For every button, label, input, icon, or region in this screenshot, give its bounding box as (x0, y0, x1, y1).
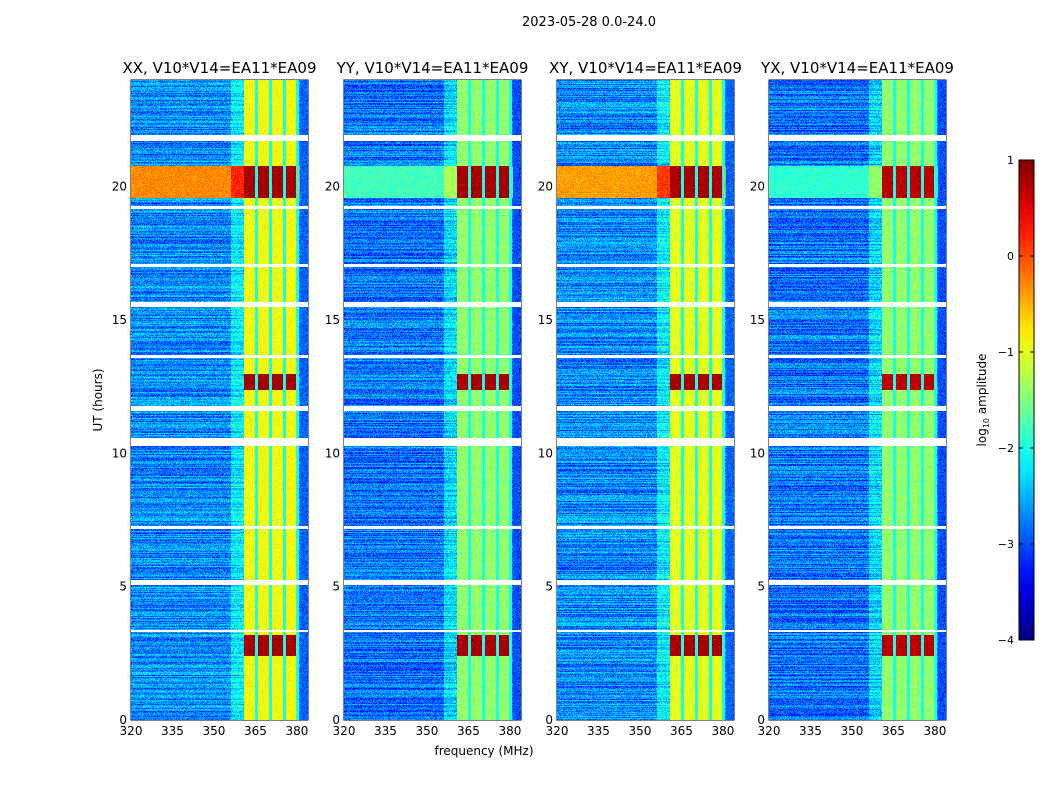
y-tick-label: 5 (757, 580, 765, 594)
x-tick-label: 320 (120, 724, 143, 738)
y-tick-label: 20 (750, 180, 765, 194)
panel-0: XX, V10*V14=EA11*EA09 320 335 350 365 380 0 5 10… (112, 59, 317, 738)
y-tick-label: 15 (325, 313, 340, 327)
panel-title: YY, V10*V14=EA11*EA09 (336, 59, 529, 77)
y-tick-label: 20 (325, 180, 340, 194)
heatmap-yy (344, 80, 521, 720)
colorbar-tick-label: −2 (998, 442, 1014, 455)
y-tick-label: 20 (112, 180, 127, 194)
y-tick-label: 0 (757, 713, 765, 727)
panel-title: XX, V10*V14=EA11*EA09 (122, 59, 316, 77)
x-tick-label: 335 (374, 724, 397, 738)
y-tick-label: 5 (332, 580, 340, 594)
x-tick-label: 350 (841, 724, 864, 738)
x-tick-label: 380 (711, 724, 734, 738)
x-tick-label: 365 (882, 724, 905, 738)
heatmap-xy (557, 80, 734, 720)
x-tick-label: 380 (498, 724, 521, 738)
y-tick-label: 5 (545, 580, 553, 594)
x-tick-label: 320 (758, 724, 781, 738)
x-tick-label: 335 (587, 724, 610, 738)
y-tick-label: 20 (538, 180, 553, 194)
x-tick-label: 365 (244, 724, 267, 738)
y-axis-label: UT (hours) (91, 368, 105, 431)
x-tick-label: 335 (161, 724, 184, 738)
y-tick-label: 0 (119, 713, 127, 727)
y-tick-label: 10 (750, 446, 765, 460)
y-tick-label: 0 (545, 713, 553, 727)
y-tick-label: 10 (538, 446, 553, 460)
x-tick-label: 320 (546, 724, 569, 738)
x-tick-label: 335 (799, 724, 822, 738)
y-tick-label: 10 (325, 446, 340, 460)
colorbar-tick-label: −1 (998, 346, 1014, 359)
x-tick-label: 380 (923, 724, 946, 738)
y-tick-label: 15 (112, 313, 127, 327)
colorbar-gradient (1018, 159, 1035, 641)
panel-title: YX, V10*V14=EA11*EA09 (760, 59, 954, 77)
colorbar-tick-label: −4 (998, 634, 1014, 647)
x-tick-label: 365 (670, 724, 693, 738)
heatmap-yx (769, 80, 946, 720)
x-tick-label: 350 (203, 724, 226, 738)
heatmap-xx (131, 80, 308, 720)
y-tick-label: 15 (538, 313, 553, 327)
x-axis-label: frequency (MHz) (434, 744, 533, 758)
panel-title: XY, V10*V14=EA11*EA09 (549, 59, 742, 77)
y-tick-label: 10 (112, 446, 127, 460)
y-tick-label: 15 (750, 313, 765, 327)
colorbar-label: log10 amplitude (975, 354, 991, 447)
colorbar-tick-label: −3 (998, 538, 1014, 551)
colorbar-tick-label: 1 (1007, 154, 1014, 167)
y-tick-label: 5 (119, 580, 127, 594)
x-tick-label: 320 (333, 724, 356, 738)
y-tick-label: 0 (332, 713, 340, 727)
x-tick-label: 350 (629, 724, 652, 738)
suptitle: 2023-05-28 0.0-24.0 (522, 15, 656, 30)
x-tick-label: 380 (285, 724, 308, 738)
x-tick-label: 365 (457, 724, 480, 738)
x-tick-label: 350 (416, 724, 439, 738)
colorbar-tick-label: 0 (1007, 250, 1014, 263)
colorbar: −4 −3 −2 −1 0 1 (998, 154, 1035, 647)
